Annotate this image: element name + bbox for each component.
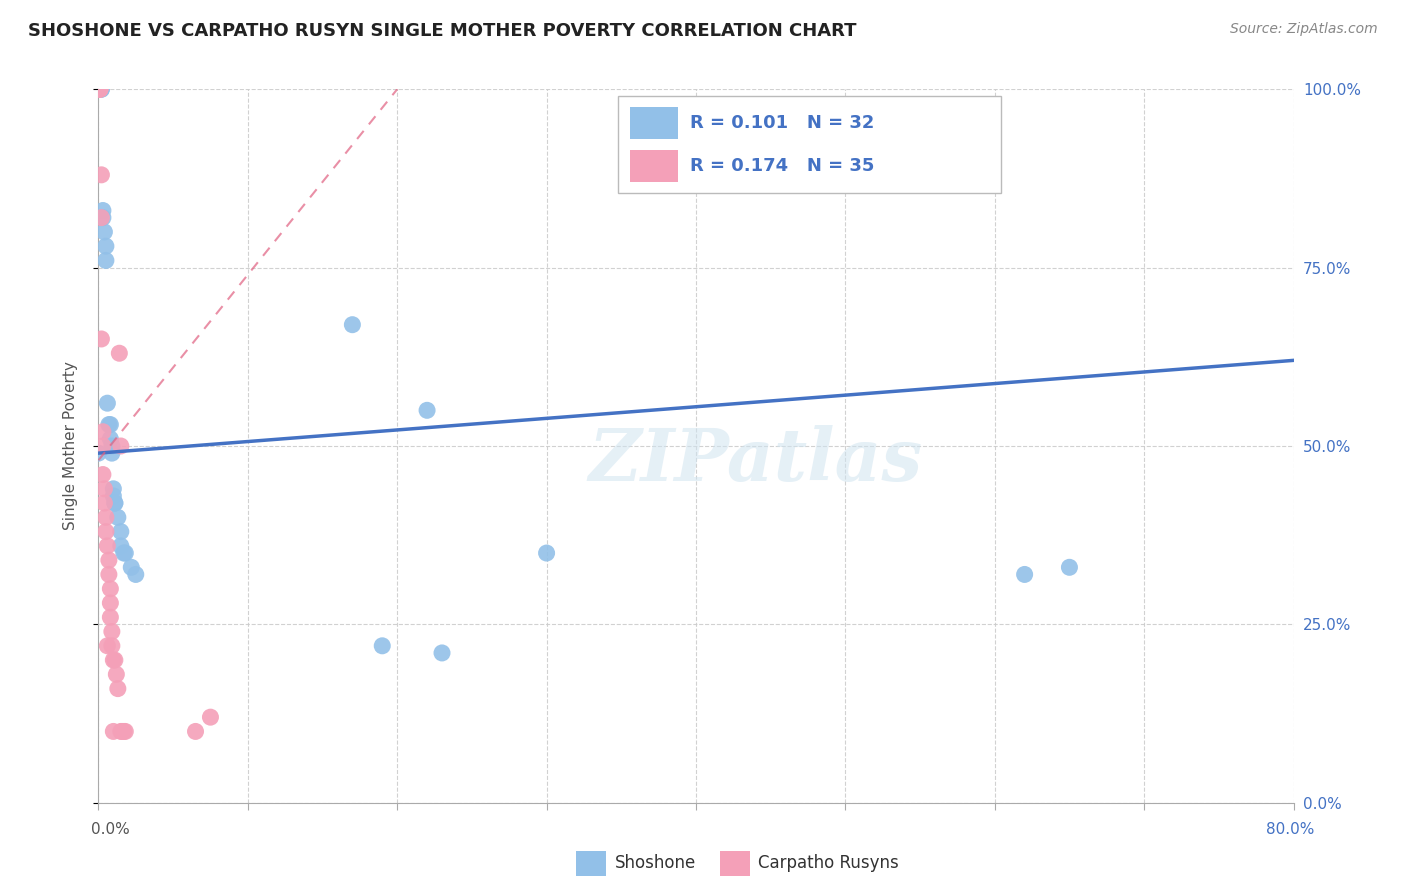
Text: ZIPatlas: ZIPatlas bbox=[589, 425, 922, 496]
Point bbox=[430, 646, 453, 660]
Point bbox=[96, 396, 118, 410]
Point bbox=[104, 653, 127, 667]
Point bbox=[91, 467, 114, 482]
Point bbox=[90, 82, 112, 96]
Point bbox=[125, 567, 148, 582]
Point bbox=[101, 639, 124, 653]
Text: R = 0.174   N = 35: R = 0.174 N = 35 bbox=[690, 157, 875, 175]
Point bbox=[100, 610, 122, 624]
Point bbox=[342, 318, 364, 332]
Bar bbox=[720, 851, 749, 876]
FancyBboxPatch shape bbox=[619, 96, 1001, 193]
Point bbox=[94, 510, 117, 524]
Point bbox=[89, 82, 111, 96]
Point bbox=[93, 482, 115, 496]
Text: 0.0%: 0.0% bbox=[91, 822, 131, 837]
Point bbox=[96, 539, 118, 553]
Point bbox=[100, 596, 122, 610]
Point bbox=[120, 560, 142, 574]
Point bbox=[100, 417, 122, 432]
Point bbox=[91, 425, 114, 439]
Text: Source: ZipAtlas.com: Source: ZipAtlas.com bbox=[1230, 22, 1378, 37]
Point bbox=[110, 724, 132, 739]
Point bbox=[89, 82, 111, 96]
Point bbox=[112, 546, 135, 560]
Point bbox=[97, 553, 120, 567]
Bar bbox=[576, 851, 606, 876]
Point bbox=[110, 539, 132, 553]
Text: SHOSHONE VS CARPATHO RUSYN SINGLE MOTHER POVERTY CORRELATION CHART: SHOSHONE VS CARPATHO RUSYN SINGLE MOTHER… bbox=[28, 22, 856, 40]
Point bbox=[93, 496, 115, 510]
Point bbox=[103, 724, 125, 739]
Point bbox=[100, 582, 122, 596]
Bar bbox=[630, 150, 678, 182]
Point bbox=[90, 82, 112, 96]
Point bbox=[1059, 560, 1081, 574]
Point bbox=[94, 253, 117, 268]
Point bbox=[91, 211, 114, 225]
Point bbox=[105, 667, 128, 681]
Point bbox=[200, 710, 222, 724]
Point bbox=[97, 417, 120, 432]
Text: R = 0.101   N = 32: R = 0.101 N = 32 bbox=[690, 114, 875, 132]
Point bbox=[114, 724, 136, 739]
Point bbox=[110, 524, 132, 539]
Point bbox=[101, 446, 124, 460]
Point bbox=[90, 332, 112, 346]
Point bbox=[87, 446, 110, 460]
Point bbox=[184, 724, 207, 739]
Text: 80.0%: 80.0% bbox=[1267, 822, 1315, 837]
Point bbox=[89, 82, 111, 96]
Point bbox=[101, 439, 124, 453]
Point bbox=[104, 496, 127, 510]
Point bbox=[108, 346, 131, 360]
Point bbox=[91, 203, 114, 218]
Point bbox=[104, 496, 127, 510]
Point bbox=[103, 489, 125, 503]
Point bbox=[1014, 567, 1036, 582]
Point bbox=[111, 724, 134, 739]
Point bbox=[90, 168, 112, 182]
Point bbox=[112, 724, 135, 739]
Point bbox=[94, 524, 117, 539]
Y-axis label: Single Mother Poverty: Single Mother Poverty bbox=[63, 361, 77, 531]
Point bbox=[114, 546, 136, 560]
Point bbox=[371, 639, 394, 653]
Point bbox=[101, 624, 124, 639]
Point bbox=[100, 432, 122, 446]
Point bbox=[536, 546, 558, 560]
Point bbox=[94, 239, 117, 253]
Point bbox=[110, 439, 132, 453]
Point bbox=[416, 403, 439, 417]
Point bbox=[107, 510, 129, 524]
Point bbox=[97, 567, 120, 582]
Point bbox=[90, 211, 112, 225]
Point bbox=[107, 681, 129, 696]
Point bbox=[103, 482, 125, 496]
Point bbox=[91, 439, 114, 453]
Point bbox=[103, 653, 125, 667]
Point bbox=[93, 225, 115, 239]
Point bbox=[96, 639, 118, 653]
Text: Carpatho Rusyns: Carpatho Rusyns bbox=[758, 855, 898, 872]
Bar bbox=[630, 107, 678, 139]
Text: Shoshone: Shoshone bbox=[614, 855, 696, 872]
